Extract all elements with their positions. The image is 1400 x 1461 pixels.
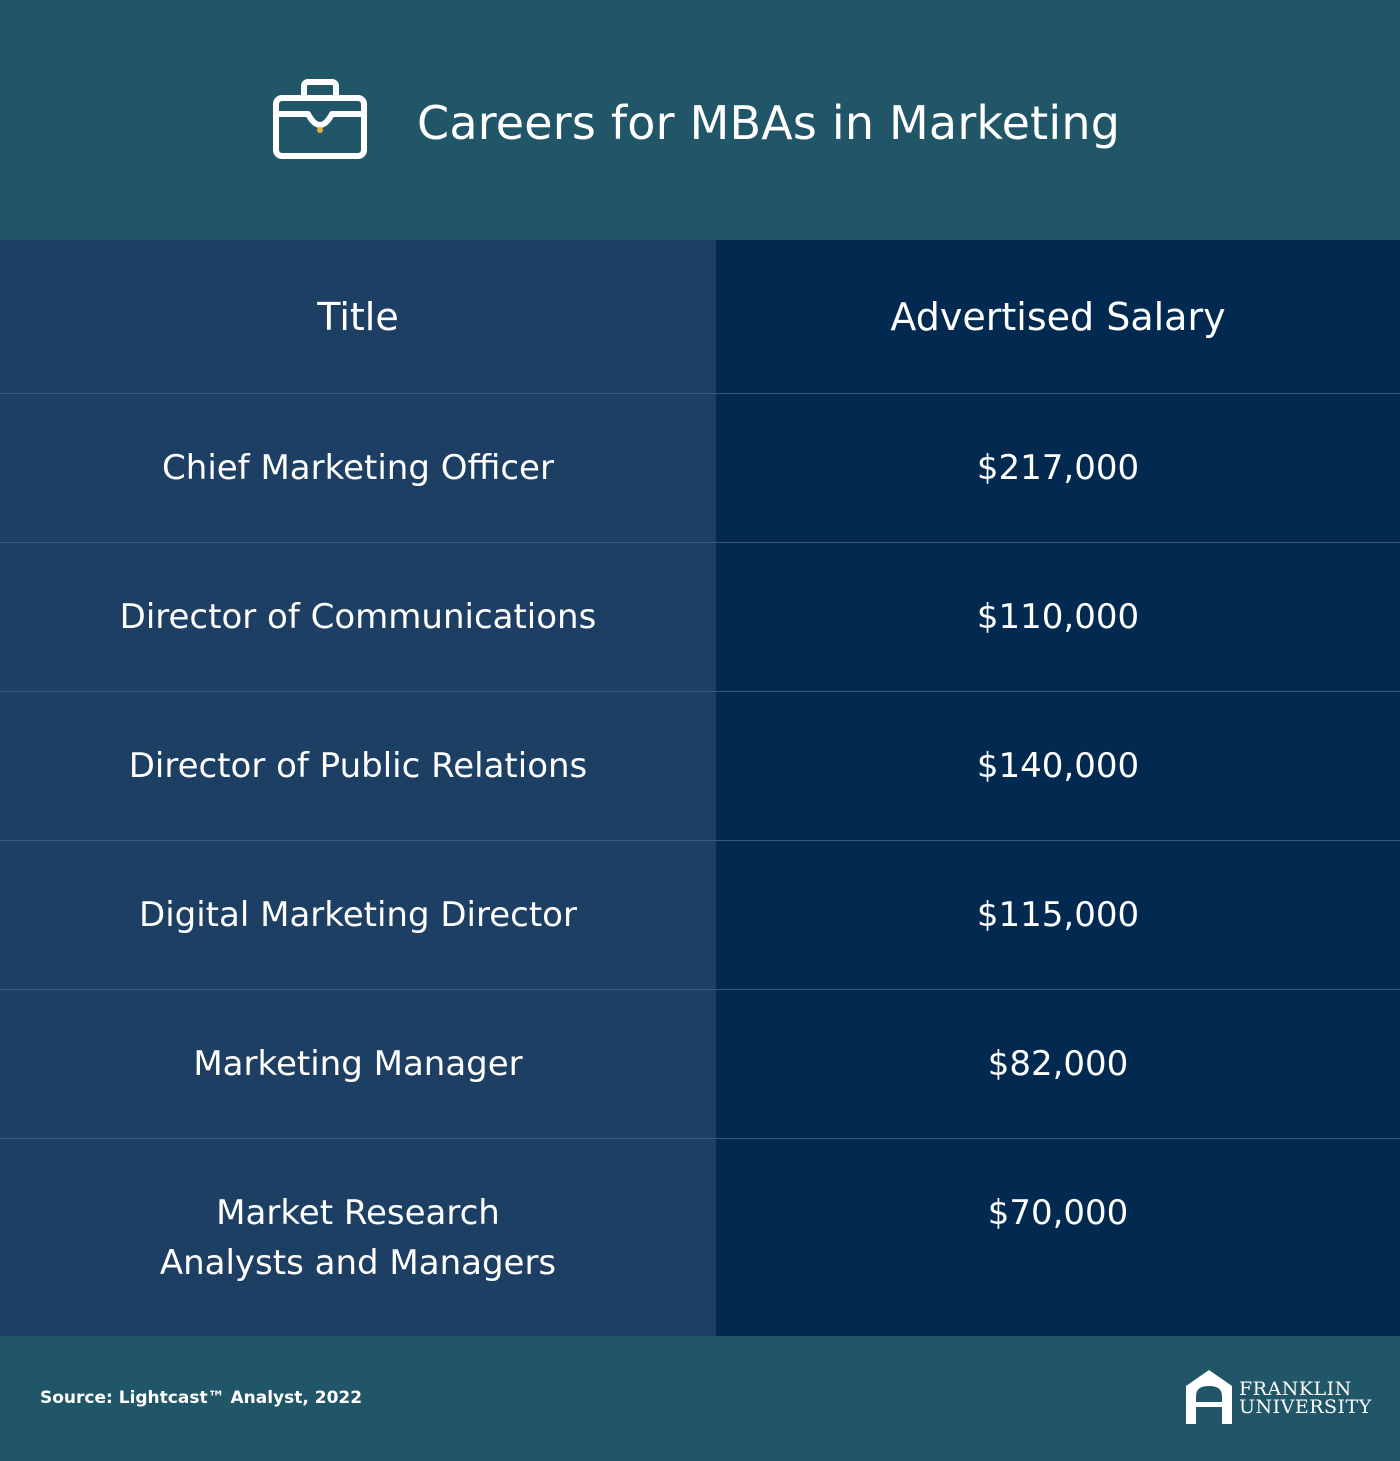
job-title: Director of Communications xyxy=(119,597,597,637)
table-row: Marketing Manager $82,000 xyxy=(0,989,1400,1138)
table-row: Chief Marketing Officer $217,000 xyxy=(0,393,1400,542)
title-column-background xyxy=(0,240,716,1336)
logo-wordmark: FRANKLIN UNIVERSITY xyxy=(1239,1378,1372,1418)
salary-table: Title Advertised Salary Chief Marketing … xyxy=(0,240,1400,1336)
salary-value: $70,000 xyxy=(987,1193,1129,1233)
salary-value: $110,000 xyxy=(976,597,1140,637)
column-header-title: Title xyxy=(317,295,399,339)
row-divider xyxy=(0,1138,1400,1139)
job-title: Director of Public Relations xyxy=(128,746,588,786)
salary-value: $217,000 xyxy=(976,448,1140,488)
column-header-salary: Advertised Salary xyxy=(890,295,1226,339)
source-citation: Source: Lightcast™ Analyst, 2022 xyxy=(40,1388,363,1408)
job-title: Digital Marketing Director xyxy=(139,895,577,935)
table-header-row: Title Advertised Salary xyxy=(0,240,1400,393)
logo-line-1: FRANKLIN xyxy=(1239,1378,1352,1400)
job-title-line: Market Research xyxy=(216,1193,500,1233)
row-divider xyxy=(0,989,1400,990)
franklin-university-logo: FRANKLIN UNIVERSITY xyxy=(1184,1366,1371,1426)
row-divider xyxy=(0,691,1400,692)
table-row: Digital Marketing Director $115,000 xyxy=(0,840,1400,989)
job-title-line: Analysts and Managers xyxy=(159,1243,557,1283)
salary-value: $140,000 xyxy=(976,746,1140,786)
briefcase-icon xyxy=(273,79,367,159)
logo-line-2: UNIVERSITY xyxy=(1239,1396,1372,1418)
page-title: Careers for MBAs in Marketing xyxy=(417,96,1121,150)
table-row: Director of Public Relations $140,000 xyxy=(0,691,1400,840)
job-title: Marketing Manager xyxy=(193,1044,523,1084)
salary-value: $82,000 xyxy=(987,1044,1129,1084)
row-divider xyxy=(0,542,1400,543)
table-row: Market Research Analysts and Managers $7… xyxy=(0,1138,1400,1336)
table-row: Director of Communications $110,000 xyxy=(0,542,1400,691)
franklin-arch-logo-icon xyxy=(1186,1370,1232,1424)
job-title: Market Research Analysts and Managers xyxy=(0,1188,716,1288)
salary-value: $115,000 xyxy=(976,895,1140,935)
footer: Source: Lightcast™ Analyst, 2022 FRANKLI… xyxy=(0,1336,1400,1461)
job-title: Chief Marketing Officer xyxy=(162,448,554,488)
row-divider xyxy=(0,840,1400,841)
header: Careers for MBAs in Marketing xyxy=(0,0,1400,240)
salary-column-background xyxy=(716,240,1400,1336)
row-divider xyxy=(0,393,1400,394)
